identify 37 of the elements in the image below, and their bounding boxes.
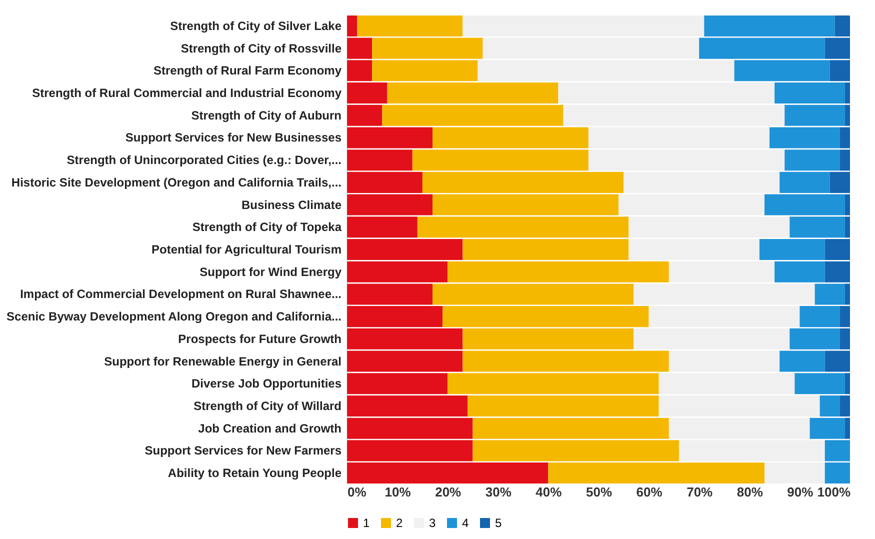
y-tick-label: Prospects for Future Growth <box>178 332 342 346</box>
y-tick-label: Historic Site Development (Oregon and California Trails,... <box>11 175 342 190</box>
x-tick-label: 100% <box>817 484 851 500</box>
y-tick-label: Support for Renewable Energy in General <box>104 354 342 368</box>
x-tick-label: 30% <box>485 484 512 500</box>
x-tick-label: 0% <box>348 484 367 500</box>
y-tick-label: Strength of Rural Commercial and Industrial Economy <box>32 86 342 100</box>
x-tick-label: 90% <box>787 484 814 500</box>
y-tick-label: Scenic Byway Development Along Oregon and California... <box>6 310 342 324</box>
x-tick-label: 70% <box>686 484 714 500</box>
y-tick-label: Impact of Commercial Development on Rural Shawnee... <box>20 287 342 302</box>
y-tick-label: Diverse Job Opportunities <box>191 376 342 391</box>
y-tick-label: Strength of City of Silver Lake <box>170 18 342 33</box>
legend-label: 5 <box>495 516 502 530</box>
x-tick-label: 10% <box>384 484 412 500</box>
x-tick-label: 80% <box>736 484 764 500</box>
y-tick-label: Strength of Rural Farm Economy <box>153 64 342 78</box>
y-tick-label: Strength of City of Rossville <box>180 41 342 56</box>
x-tick-label: 50% <box>586 484 612 500</box>
y-tick-label: Strength of City of Topeka <box>192 220 342 234</box>
y-tick-label: Job Creation and Growth <box>198 421 342 436</box>
y-tick-label: Support Services for New Farmers <box>144 444 342 458</box>
x-tick-label: 40% <box>536 484 562 500</box>
y-tick-label: Strength of City of Willard <box>194 398 342 413</box>
y-tick-label: Ability to Retain Young People <box>168 466 342 480</box>
y-tick-label: Strength of City of Auburn <box>191 108 342 122</box>
x-tick-label: 20% <box>435 484 462 500</box>
legend-label: 4 <box>462 516 469 530</box>
legend-label: 1 <box>363 516 370 530</box>
y-tick-label: Support Services for New Businesses <box>125 130 342 145</box>
y-tick-label: Strength of Unincorporated Cities (e.g.: Dover,... <box>66 153 342 168</box>
y-tick-label: Support for Wind Energy <box>200 264 342 279</box>
y-tick-label: Business Climate <box>241 198 342 212</box>
x-tick-label: 60% <box>636 484 663 500</box>
y-tick-label: Potential for Agricultural Tourism <box>151 242 342 256</box>
legend-label: 2 <box>396 516 403 530</box>
legend-label: 3 <box>429 516 436 530</box>
